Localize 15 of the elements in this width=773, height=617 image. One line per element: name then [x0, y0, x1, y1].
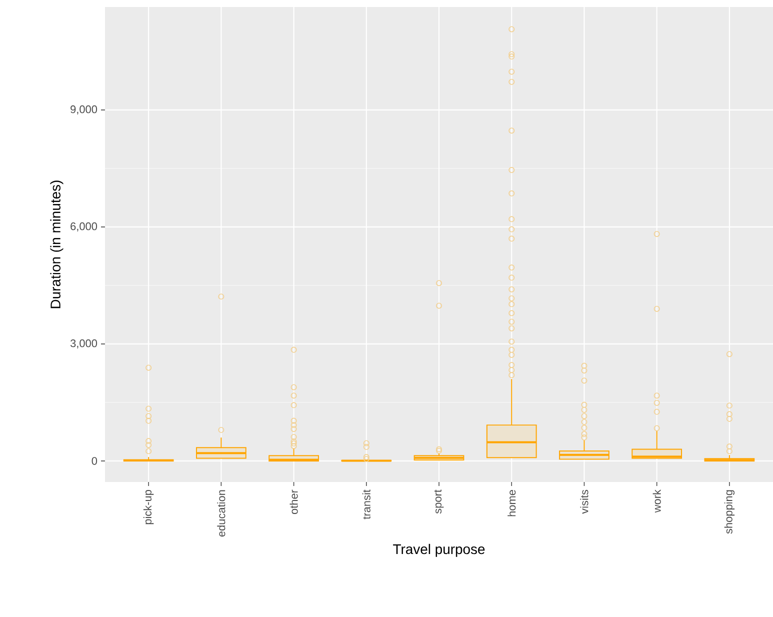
y-axis-title: Duration (in minutes): [50, 180, 64, 308]
x-tick-label: other: [290, 490, 298, 514]
x-tick-label: work: [652, 490, 661, 513]
x-tick-label: transit: [362, 490, 370, 520]
x-tick-label: education: [217, 490, 226, 537]
y-tick-label: 3,000: [70, 339, 98, 348]
x-tick-label: visits: [580, 490, 588, 514]
y-tick-label: 9,000: [70, 105, 98, 114]
x-axis-title: Travel purpose: [393, 544, 485, 557]
x-tick-label: sport: [434, 490, 444, 514]
y-tick-label: 0: [92, 457, 98, 465]
x-tick-label: home: [508, 490, 516, 516]
x-tick-label: shopping: [724, 490, 735, 534]
y-tick-label: 6,000: [70, 222, 98, 232]
x-tick-label: pick-up: [143, 490, 154, 524]
